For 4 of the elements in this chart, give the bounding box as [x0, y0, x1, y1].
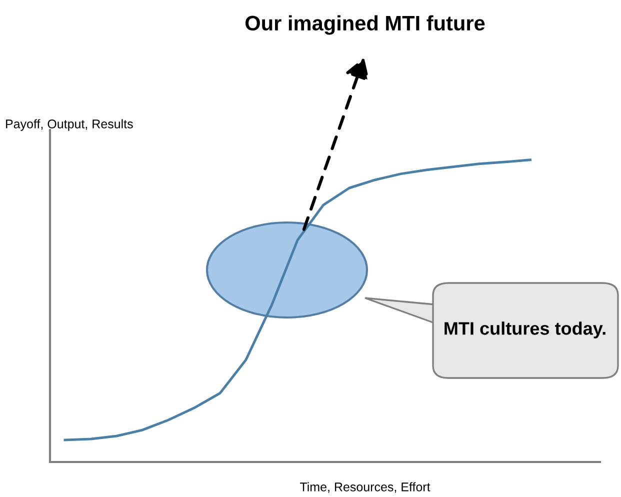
annotation: MTI cultures today.	[444, 322, 606, 338]
chart-title: Our imagined MTI future	[245, 15, 485, 35]
y-axis-title: Payoff, Output, Results	[6, 119, 133, 131]
x-axis-title: Time, Resources, Effort	[300, 482, 430, 493]
